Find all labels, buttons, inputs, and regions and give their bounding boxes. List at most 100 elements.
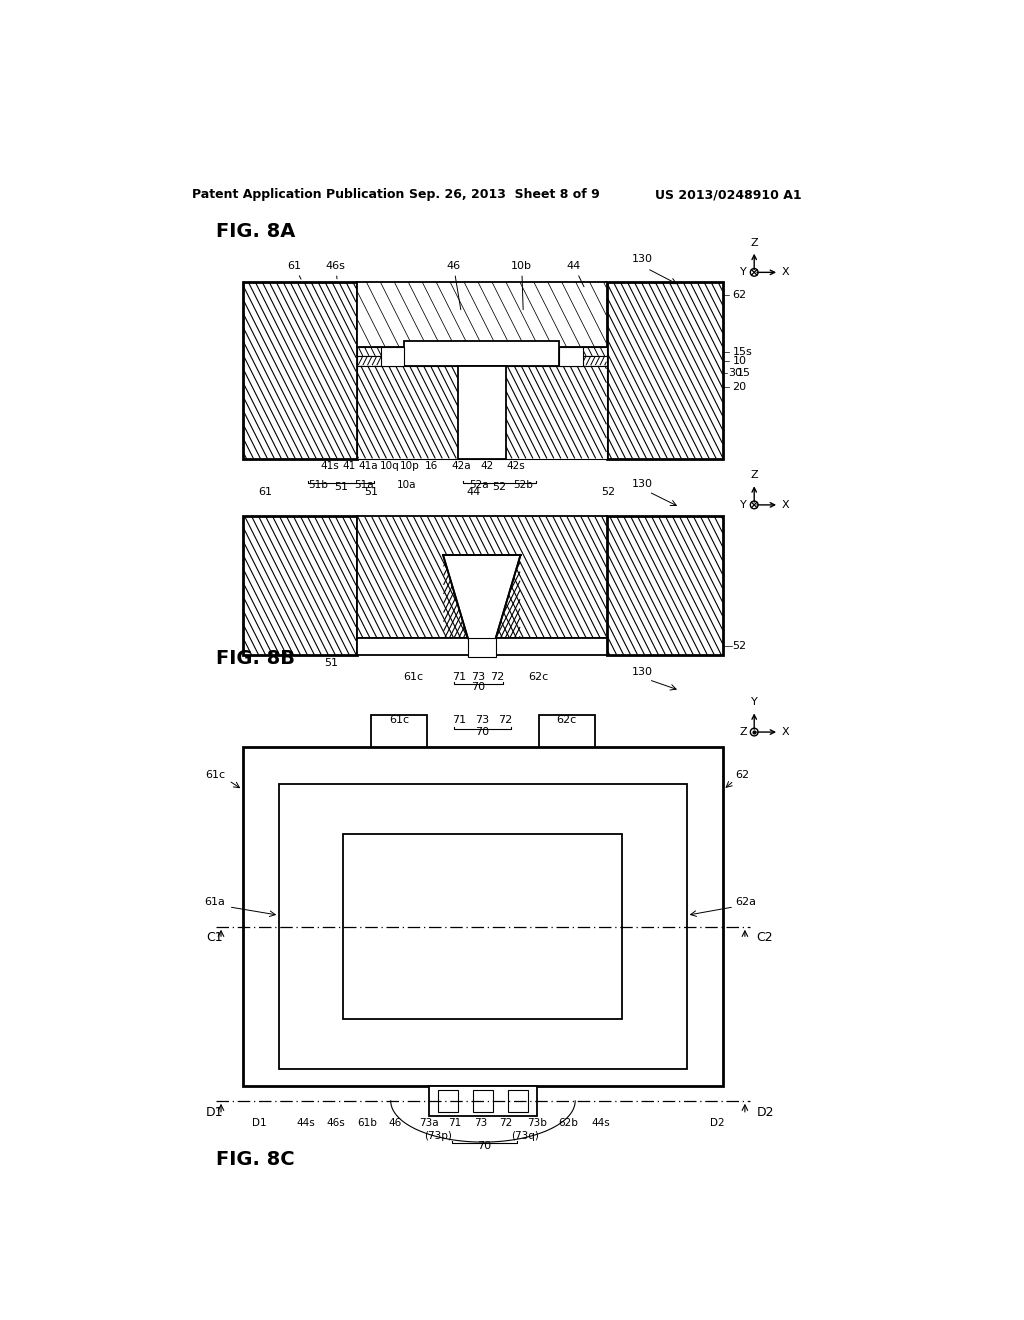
Text: Y: Y [740, 500, 748, 510]
Text: 46s: 46s [327, 1118, 345, 1129]
Text: 62c: 62c [528, 672, 549, 681]
Text: 15s: 15s [732, 347, 753, 356]
Text: 130: 130 [632, 667, 652, 677]
Text: 73b: 73b [527, 1118, 547, 1129]
Text: 46: 46 [446, 260, 461, 310]
Bar [381, 347, 404, 366]
Text: 61: 61 [258, 487, 272, 496]
Text: 72: 72 [499, 1118, 512, 1129]
Text: 62b: 62b [558, 1118, 579, 1129]
Text: 41: 41 [342, 462, 355, 471]
Text: 51: 51 [324, 657, 338, 668]
Text: 52b: 52b [513, 480, 534, 490]
Bar [343, 834, 623, 1019]
Text: 130: 130 [632, 255, 652, 264]
Text: 10p: 10p [399, 462, 419, 471]
Text: 62: 62 [732, 290, 746, 301]
Text: 61c: 61c [205, 771, 225, 780]
Text: 61b: 61b [356, 1118, 377, 1129]
Text: X: X [781, 268, 788, 277]
Text: 16: 16 [425, 462, 438, 471]
Text: 51a: 51a [354, 480, 374, 490]
Text: 44s: 44s [592, 1118, 610, 1129]
Bar [356, 516, 607, 638]
Bar [280, 784, 687, 1069]
Text: 41a: 41a [358, 462, 378, 471]
Bar [508, 1090, 528, 1111]
Bar [243, 747, 723, 1086]
Text: FIG. 8B: FIG. 8B [216, 649, 295, 668]
Bar [559, 347, 583, 366]
Text: D2: D2 [710, 1118, 724, 1129]
Text: 42a: 42a [452, 462, 471, 471]
Text: 44: 44 [467, 487, 481, 496]
Text: X: X [781, 500, 788, 510]
Bar [356, 356, 607, 366]
Text: 51: 51 [365, 487, 379, 496]
Text: 10: 10 [732, 356, 746, 366]
Text: (73q): (73q) [511, 1131, 539, 1140]
Bar [468, 638, 496, 656]
Bar [356, 638, 607, 655]
Text: FIG. 8A: FIG. 8A [216, 222, 295, 242]
Text: 10q: 10q [380, 462, 399, 471]
Bar [438, 1090, 458, 1111]
Bar [243, 516, 356, 655]
Text: C2: C2 [757, 931, 773, 944]
Text: 70: 70 [471, 682, 485, 693]
Text: 41s: 41s [321, 462, 339, 471]
Text: 73a: 73a [419, 1118, 438, 1129]
Text: 71: 71 [452, 715, 466, 725]
Text: D2: D2 [757, 1106, 774, 1119]
Text: Patent Application Publication: Patent Application Publication [191, 189, 403, 202]
Text: C1: C1 [207, 931, 223, 944]
Bar [607, 281, 723, 459]
Bar [356, 366, 607, 459]
Text: 52: 52 [601, 487, 614, 496]
Text: 130: 130 [632, 479, 652, 490]
Bar [356, 281, 607, 347]
Text: Y: Y [751, 697, 758, 708]
Bar [458, 366, 506, 459]
Text: 51: 51 [334, 482, 348, 491]
Text: Z: Z [751, 238, 758, 248]
Text: 72: 72 [489, 672, 504, 681]
Text: 71: 71 [449, 1118, 462, 1129]
Text: 51b: 51b [308, 480, 328, 490]
Bar [539, 715, 595, 747]
Bar [356, 347, 607, 356]
Text: 61a: 61a [204, 898, 225, 907]
Text: 61: 61 [287, 260, 301, 279]
Text: 10b: 10b [511, 260, 532, 310]
Text: 10a: 10a [397, 480, 417, 490]
Text: Sep. 26, 2013  Sheet 8 of 9: Sep. 26, 2013 Sheet 8 of 9 [409, 189, 599, 202]
Polygon shape [443, 554, 520, 638]
Text: 70: 70 [477, 1142, 492, 1151]
Text: 62: 62 [735, 771, 750, 780]
Text: 46: 46 [389, 1118, 402, 1129]
Text: 73: 73 [471, 672, 485, 681]
Bar [404, 341, 559, 366]
Text: D1: D1 [206, 1106, 223, 1119]
Bar [607, 516, 723, 655]
Bar [243, 281, 356, 459]
Text: 73: 73 [474, 1118, 487, 1129]
Text: 70: 70 [475, 727, 489, 737]
Bar [372, 715, 427, 747]
Text: 52a: 52a [469, 480, 488, 490]
Text: 30: 30 [728, 368, 741, 379]
Text: 71: 71 [452, 672, 466, 681]
Bar [473, 1090, 493, 1111]
Text: 62a: 62a [735, 898, 757, 907]
Bar [429, 1086, 538, 1115]
Text: D1: D1 [253, 1118, 267, 1129]
Text: (73p): (73p) [424, 1131, 452, 1140]
Text: 15: 15 [737, 368, 752, 379]
Text: FIG. 8C: FIG. 8C [216, 1150, 294, 1168]
Text: 44: 44 [566, 260, 584, 286]
Text: US 2013/0248910 A1: US 2013/0248910 A1 [655, 189, 802, 202]
Text: 44s: 44s [297, 1118, 315, 1129]
Text: 61c: 61c [389, 715, 410, 725]
Text: 72: 72 [499, 715, 513, 725]
Text: 42: 42 [480, 462, 494, 471]
